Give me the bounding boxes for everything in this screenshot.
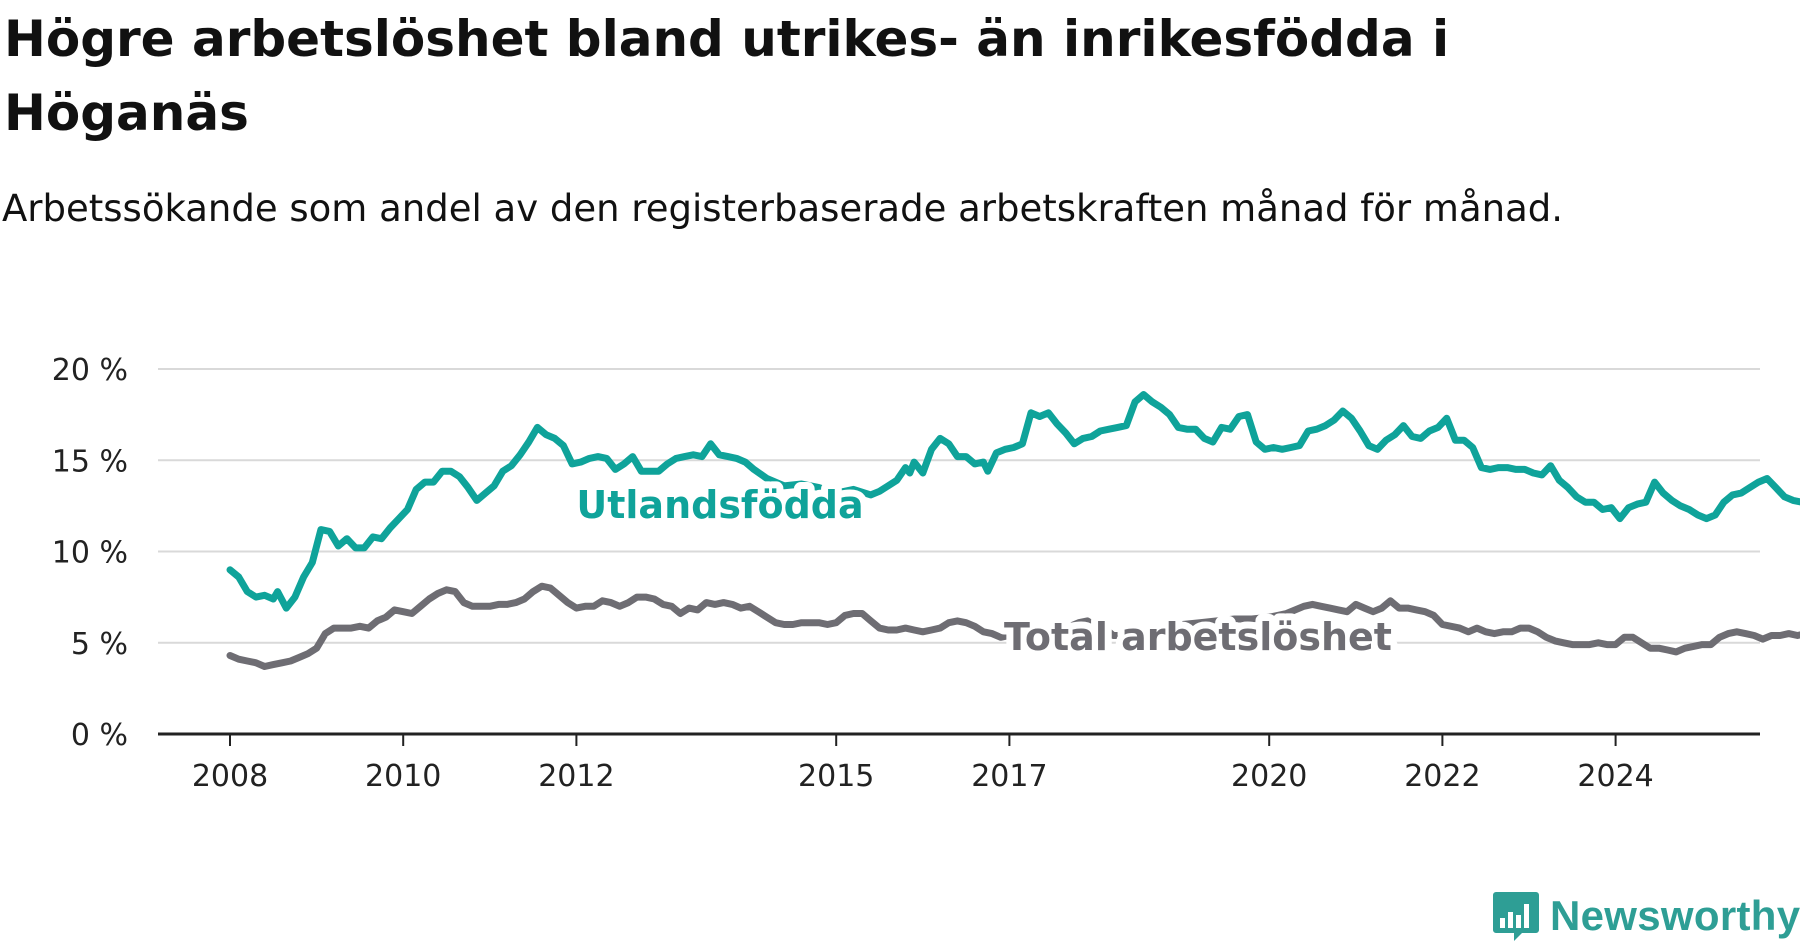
y-tick-label: 20 % — [52, 353, 128, 388]
x-tick-label: 2010 — [365, 759, 441, 794]
utlandsfodda-series-label: Utlandsfödda — [576, 483, 863, 527]
x-tick-label: 2024 — [1577, 759, 1653, 794]
x-tick-label: 2015 — [798, 759, 874, 794]
y-tick-label: 10 % — [52, 536, 128, 571]
x-tick-label: 2022 — [1404, 759, 1480, 794]
x-tick-label: 2020 — [1231, 759, 1307, 794]
x-tick-label: 2008 — [192, 759, 268, 794]
chart-title: Högre arbetslöshet bland utrikes- än inr… — [4, 10, 1450, 142]
x-tick-label: 2012 — [538, 759, 614, 794]
utlandsfodda-line — [226, 391, 1800, 612]
chart-subtitle: Arbetssökande som andel av den registerb… — [2, 187, 1563, 230]
bar-chart-speech-bubble-icon — [1493, 892, 1539, 941]
line-chart: 0 % 5 % 10 % 15 % 20 % 2008 2010 2012 2015 2017 20… — [52, 353, 1800, 794]
x-tick-label: 2017 — [971, 759, 1047, 794]
brand-name: Newsworthy — [1550, 892, 1800, 939]
y-tick-label: 0 % — [71, 718, 128, 753]
y-tick-label: 15 % — [52, 444, 128, 479]
total-line — [226, 582, 1800, 670]
total-series-label: Total arbetslöshet — [1004, 615, 1392, 659]
y-tick-label: 5 % — [71, 627, 128, 662]
newsworthy-logo: Newsworthy — [1492, 888, 1800, 944]
